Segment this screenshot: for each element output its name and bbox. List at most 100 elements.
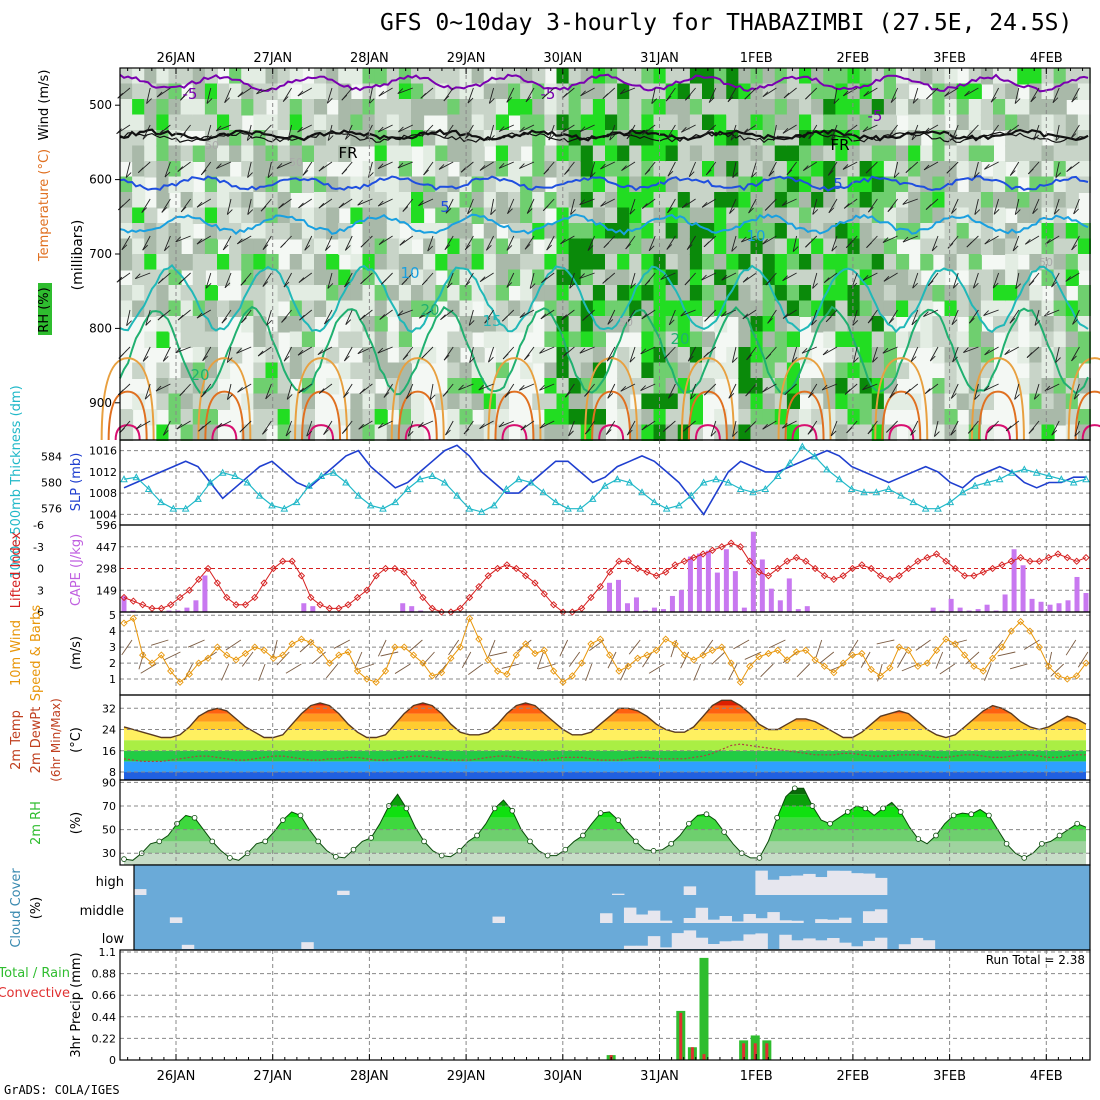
wind-barb: [125, 161, 131, 178]
rh-cell: [326, 83, 340, 100]
wind-barb-flag: [910, 429, 916, 436]
rh-cell: [689, 285, 703, 302]
rh-cell: [738, 347, 752, 364]
rh-cell: [411, 83, 425, 100]
rh-cell: [726, 362, 740, 379]
rh-cell: [314, 285, 328, 302]
rh-cell: [786, 99, 800, 116]
lifted-index-tick-label: -3: [33, 541, 44, 554]
wind-speed-marker: [942, 635, 950, 643]
rh-cell: [544, 378, 558, 395]
rh-cell: [350, 269, 364, 286]
rh-cell: [980, 99, 994, 116]
rh-cell: [544, 223, 558, 240]
rh-cell: [471, 254, 485, 271]
rh-cell: [750, 223, 764, 240]
rh-cell: [144, 254, 158, 271]
wind-barb-flag: [468, 320, 475, 326]
wind-speed-marker: [1045, 662, 1053, 670]
rh-cell: [592, 285, 606, 302]
wind-barb-flag: [325, 245, 331, 251]
wind-barb-10m: [354, 651, 363, 669]
rh-cell: [459, 409, 473, 426]
wind-barb-flag: [240, 279, 247, 286]
rh-cell: [762, 68, 776, 85]
rh-cell: [338, 331, 352, 348]
rh-cell: [1053, 192, 1067, 209]
lifted-index-marker: [988, 564, 997, 573]
wind-barb-flag: [579, 273, 585, 279]
rh-cell: [398, 347, 412, 364]
cloud-cell: [803, 938, 816, 949]
rh-marker: [897, 809, 904, 815]
rh-cell: [835, 254, 849, 271]
rh-cell: [411, 285, 425, 302]
rh-cell: [956, 99, 970, 116]
wind-barb-flag: [710, 430, 717, 437]
rh-cell: [544, 99, 558, 116]
wind-barb-flag: [768, 170, 775, 177]
wind-barb: [801, 346, 817, 354]
rh-cell: [1053, 99, 1067, 116]
wind-barb-flag: [539, 422, 546, 429]
rh-cell: [168, 378, 182, 395]
lifted-index-marker: [465, 593, 474, 602]
rh-cell: [726, 145, 740, 162]
rh-cell: [762, 362, 776, 379]
wind-barb-flag: [927, 280, 934, 287]
rh-cell: [677, 145, 691, 162]
wind-barb: [666, 124, 676, 139]
rh-cell: [617, 114, 631, 131]
rh-cell: [799, 99, 813, 116]
rh-cell: [447, 254, 461, 271]
rh-marker: [509, 807, 516, 814]
wind-barb-10m: [276, 651, 290, 666]
wind-barb-flag: [830, 134, 837, 141]
rh-cell: [968, 238, 982, 255]
cloud-cell: [134, 889, 147, 895]
lifted-index-marker: [680, 557, 689, 565]
rh-cell: [568, 68, 582, 85]
rh-cell: [483, 99, 497, 116]
rh-cell: [253, 176, 267, 193]
wind-speed-marker: [447, 654, 455, 662]
thickness-marker: [132, 473, 141, 481]
rh-cell: [835, 347, 849, 364]
wind-barb-flag: [684, 279, 691, 286]
rh-cell: [811, 269, 825, 286]
rh-marker: [562, 846, 569, 853]
rh-cell: [1065, 176, 1079, 193]
wind-speed-marker: [185, 670, 194, 678]
wind-barb: [246, 124, 252, 141]
cape-bar: [1038, 601, 1044, 612]
rh-cell: [241, 145, 255, 162]
rh-cell: [738, 285, 752, 302]
rh-cell: [532, 99, 546, 116]
isotherm-low-level: [694, 424, 721, 441]
wind-barb-flag: [807, 429, 814, 435]
wind-barb-flag: [812, 283, 818, 289]
wind-barb: [708, 87, 717, 103]
rh-cell: [217, 254, 231, 271]
rh-cell: [799, 145, 813, 162]
rh-cell: [471, 83, 485, 100]
rh-cell: [702, 99, 716, 116]
rh-cell: [350, 99, 364, 116]
rh-cell: [702, 285, 716, 302]
thickness-tick-label: 584: [41, 450, 62, 463]
rh-cell: [1053, 83, 1067, 100]
wind-tick-label: 3: [109, 641, 116, 654]
wind-barb-10m: [258, 663, 266, 681]
rh-cell: [132, 161, 146, 178]
thickness-marker: [761, 484, 770, 493]
wind-barb: [688, 161, 697, 177]
rh-cell: [423, 347, 437, 364]
rh-cell: [447, 145, 461, 162]
rh-cell: [774, 285, 788, 302]
wind-speed-marker: [456, 643, 464, 651]
dewpoint-line: [123, 743, 1086, 762]
rh-cell: [580, 331, 594, 348]
ylabel-wind-speed: Speed & Barbs: [29, 605, 44, 702]
rh-cell: [301, 99, 315, 116]
rh-cell: [204, 161, 218, 178]
